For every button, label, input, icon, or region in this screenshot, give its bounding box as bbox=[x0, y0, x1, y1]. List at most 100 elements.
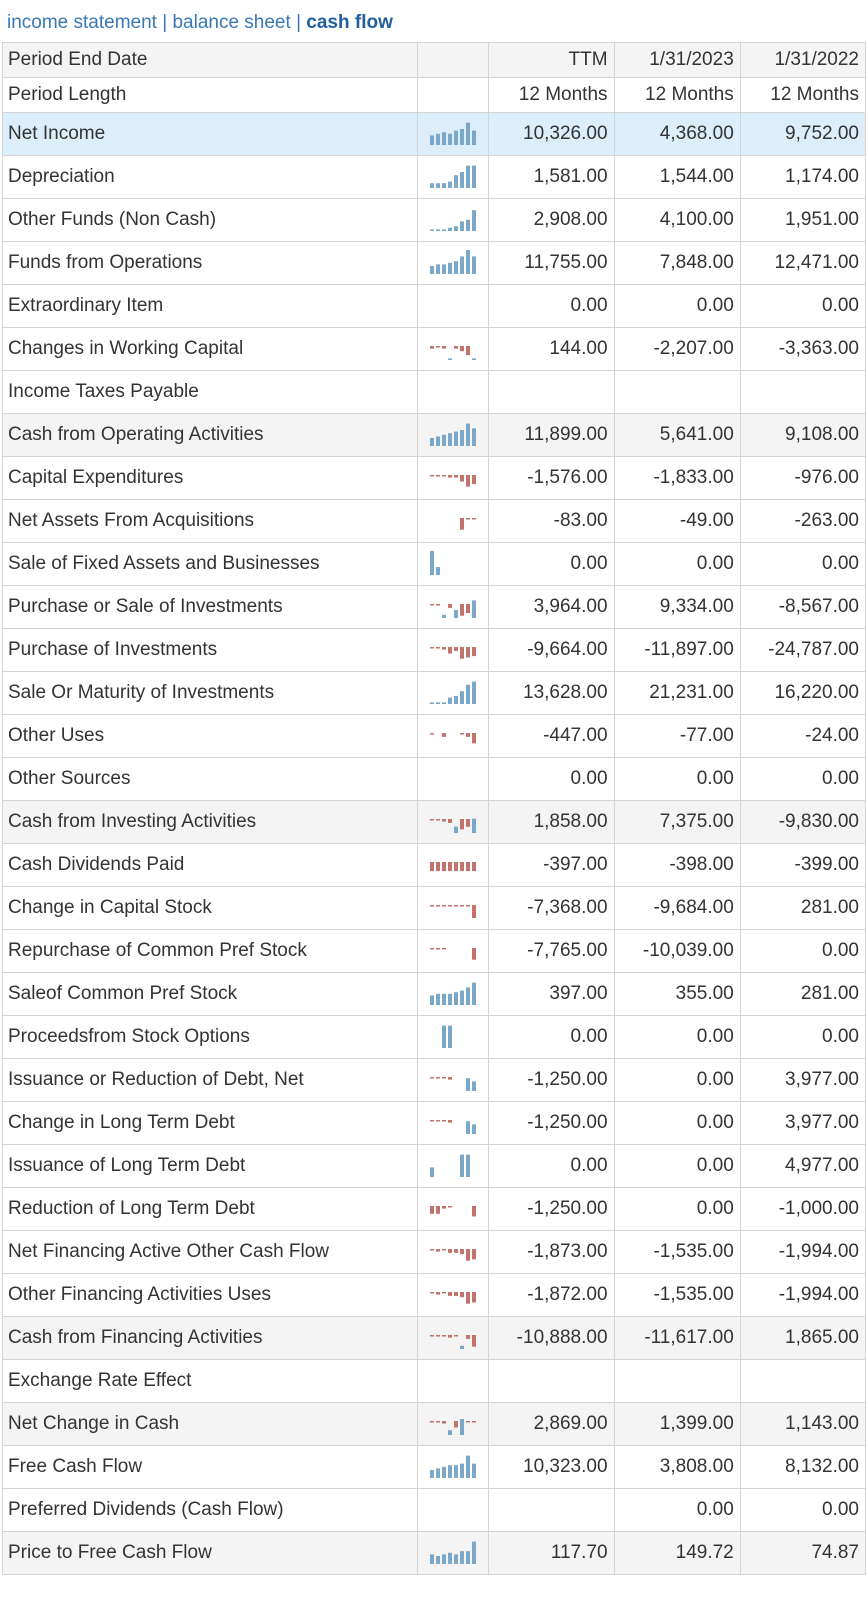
row-other-funds-non-cash[interactable]: Other Funds (Non Cash) 2,908.00 4,100.00 1,… bbox=[2, 198, 867, 242]
sparkline-chart bbox=[430, 250, 477, 274]
row-label: Changes in Working Capital bbox=[2, 327, 418, 371]
spark-bar-negative bbox=[430, 1077, 435, 1079]
row-saleof-common-pref-stock[interactable]: Saleof Common Pref Stock 397.00 355.00 281.… bbox=[2, 972, 867, 1016]
spark-bar-negative bbox=[472, 1335, 477, 1347]
spark-bar-negative bbox=[472, 1206, 477, 1217]
spark-bar-negative bbox=[436, 1249, 441, 1252]
value-ttm: -1,250.00 bbox=[488, 1101, 615, 1145]
value-2022: -8,567.00 bbox=[739, 585, 867, 629]
spark-bar-negative bbox=[466, 1249, 471, 1261]
sparkline-chart bbox=[430, 905, 477, 918]
spark-bar-negative bbox=[448, 647, 453, 654]
spark-bar-positive bbox=[430, 1470, 435, 1478]
row-repurchase-of-common-pref-stock[interactable]: Repurchase of Common Pref Stock -7,765.00… bbox=[2, 929, 867, 973]
row-label: Net Change in Cash bbox=[2, 1402, 418, 1446]
row-net-assets-from-acquisitions[interactable]: Net Assets From Acquisitions -83.00 -49.00… bbox=[2, 499, 867, 543]
sparkline-chart bbox=[430, 1206, 477, 1217]
row-free-cash-flow[interactable]: Free Cash Flow 10,323.00 3,808.00 8,132.00 bbox=[2, 1445, 867, 1489]
row-net-financing-active-other-cash-flow[interactable]: Net Financing Active Other Cash Flow -1,8… bbox=[2, 1230, 867, 1274]
sparkline-cell bbox=[416, 284, 490, 328]
row-net-change-in-cash[interactable]: Net Change in Cash 2,869.00 1,399.00 1,143.… bbox=[2, 1402, 867, 1446]
sparkline-chart bbox=[430, 210, 477, 231]
spark-bar-negative bbox=[430, 1249, 435, 1251]
spark-bar-positive bbox=[454, 992, 459, 1005]
value-2023: 0.00 bbox=[613, 1015, 741, 1059]
spark-bar-positive bbox=[448, 993, 453, 1005]
row-purchase-of-investments[interactable]: Purchase of Investments -9,664.00 -11,897.… bbox=[2, 628, 867, 672]
row-sale-of-fixed-assets-and-businesses[interactable]: Sale of Fixed Assets and Businesses 0.00 0… bbox=[2, 542, 867, 586]
spark-bar-positive bbox=[466, 122, 471, 145]
spark-bar-negative bbox=[460, 819, 465, 830]
row-issuance-or-reduction-of-debt-net[interactable]: Issuance or Reduction of Debt, Net -1,250… bbox=[2, 1058, 867, 1102]
spark-bar-positive bbox=[448, 697, 453, 704]
row-other-financing-activities-uses[interactable]: Other Financing Activities Uses -1,872.00… bbox=[2, 1273, 867, 1317]
value-2023: 4,100.00 bbox=[613, 198, 741, 242]
spark-bar-positive bbox=[472, 256, 477, 274]
row-change-in-capital-stock[interactable]: Change in Capital Stock -7,368.00 -9,684.0… bbox=[2, 886, 867, 930]
value-ttm: 2,869.00 bbox=[488, 1402, 615, 1446]
row-other-uses[interactable]: Other Uses -447.00 -77.00 -24.00 bbox=[2, 714, 867, 758]
row-issuance-of-long-term-debt[interactable]: Issuance of Long Term Debt 0.00 0.00 4,977.… bbox=[2, 1144, 867, 1188]
row-preferred-dividends-cash-flow[interactable]: Preferred Dividends (Cash Flow) 0.00 0.00 bbox=[2, 1488, 867, 1532]
value-ttm: -7,368.00 bbox=[488, 886, 615, 930]
row-extraordinary-item[interactable]: Extraordinary Item 0.00 0.00 0.00 bbox=[2, 284, 867, 328]
row-label: Capital Expenditures bbox=[2, 456, 418, 500]
spark-bar-negative bbox=[430, 1421, 435, 1423]
spark-bar-positive bbox=[442, 183, 447, 188]
spark-bar-negative bbox=[442, 475, 447, 477]
spark-bar-negative bbox=[436, 604, 441, 606]
sparkline-chart bbox=[430, 346, 477, 360]
row-other-sources[interactable]: Other Sources 0.00 0.00 0.00 bbox=[2, 757, 867, 801]
row-price-to-free-cash-flow[interactable]: Price to Free Cash Flow 117.70 149.72 74.87 bbox=[2, 1531, 867, 1575]
row-label: Purchase or Sale of Investments bbox=[2, 585, 418, 629]
sparkline-chart bbox=[430, 1154, 471, 1177]
sparkline-chart bbox=[442, 1025, 453, 1048]
row-net-income[interactable]: Net Income 10,326.00 4,368.00 9,752.00 bbox=[2, 112, 867, 156]
value-ttm: 11,899.00 bbox=[488, 413, 615, 457]
spark-bar-negative bbox=[430, 1120, 435, 1122]
spark-bar-positive bbox=[442, 264, 447, 274]
row-cash-from-financing-activities[interactable]: Cash from Financing Activities -10,888.00… bbox=[2, 1316, 867, 1360]
spark-bar-positive bbox=[436, 133, 441, 145]
spark-bar-positive bbox=[430, 995, 435, 1005]
spark-bar-positive bbox=[442, 702, 447, 704]
value-2022: 0.00 bbox=[739, 542, 867, 586]
balance-sheet-link[interactable]: balance sheet bbox=[172, 12, 291, 33]
row-label: Price to Free Cash Flow bbox=[2, 1531, 418, 1575]
row-changes-in-working-capital[interactable]: Changes in Working Capital 144.00 -2,207.0… bbox=[2, 327, 867, 371]
spark-bar-negative bbox=[466, 1292, 471, 1304]
row-proceedsfrom-stock-options[interactable]: Proceedsfrom Stock Options 0.00 0.00 0.00 bbox=[2, 1015, 867, 1059]
spark-bar-positive bbox=[472, 1081, 477, 1091]
period-length-2022: 12 Months bbox=[739, 77, 867, 113]
value-ttm: -1,872.00 bbox=[488, 1273, 615, 1317]
spark-bar-negative bbox=[430, 346, 435, 349]
row-income-taxes-payable[interactable]: Income Taxes Payable bbox=[2, 370, 867, 414]
row-sale-or-maturity-of-investments[interactable]: Sale Or Maturity of Investments 13,628.00… bbox=[2, 671, 867, 715]
spark-bar-negative bbox=[436, 1206, 441, 1214]
spark-bar-negative bbox=[466, 647, 471, 658]
row-depreciation[interactable]: Depreciation 1,581.00 1,544.00 1,174.00 bbox=[2, 155, 867, 199]
value-ttm: 0.00 bbox=[488, 542, 615, 586]
spark-bar-negative bbox=[460, 518, 465, 530]
row-label: Sale of Fixed Assets and Businesses bbox=[2, 542, 418, 586]
sparkline-chart bbox=[430, 818, 477, 833]
spark-bar-positive bbox=[448, 227, 453, 231]
row-label: Cash Dividends Paid bbox=[2, 843, 418, 887]
spark-bar-negative bbox=[454, 1335, 459, 1337]
sparkline-chart bbox=[430, 1541, 477, 1564]
spark-bar-negative bbox=[430, 862, 435, 872]
sparkline-cell bbox=[416, 1230, 490, 1274]
row-cash-dividends-paid[interactable]: Cash Dividends Paid -397.00 -398.00 -399.00 bbox=[2, 843, 867, 887]
row-change-in-long-term-debt[interactable]: Change in Long Term Debt -1,250.00 0.00 3,9… bbox=[2, 1101, 867, 1145]
spark-bar-positive bbox=[472, 818, 477, 833]
row-exchange-rate-effect[interactable]: Exchange Rate Effect bbox=[2, 1359, 867, 1403]
row-funds-from-operations[interactable]: Funds from Operations 11,755.00 7,848.00 12… bbox=[2, 241, 867, 285]
row-purchase-or-sale-of-investments[interactable]: Purchase or Sale of Investments 3,964.00 9… bbox=[2, 585, 867, 629]
income-statement-link[interactable]: income statement bbox=[7, 12, 157, 33]
row-capital-expenditures[interactable]: Capital Expenditures -1,576.00 -1,833.00 -9… bbox=[2, 456, 867, 500]
spark-bar-positive bbox=[436, 436, 441, 446]
row-cash-from-operating-activities[interactable]: Cash from Operating Activities 11,899.00 5… bbox=[2, 413, 867, 457]
row-cash-from-investing-activities[interactable]: Cash from Investing Activities 1,858.00 7,… bbox=[2, 800, 867, 844]
row-reduction-of-long-term-debt[interactable]: Reduction of Long Term Debt -1,250.00 0.00… bbox=[2, 1187, 867, 1231]
cash-flow-link[interactable]: cash flow bbox=[306, 12, 393, 33]
